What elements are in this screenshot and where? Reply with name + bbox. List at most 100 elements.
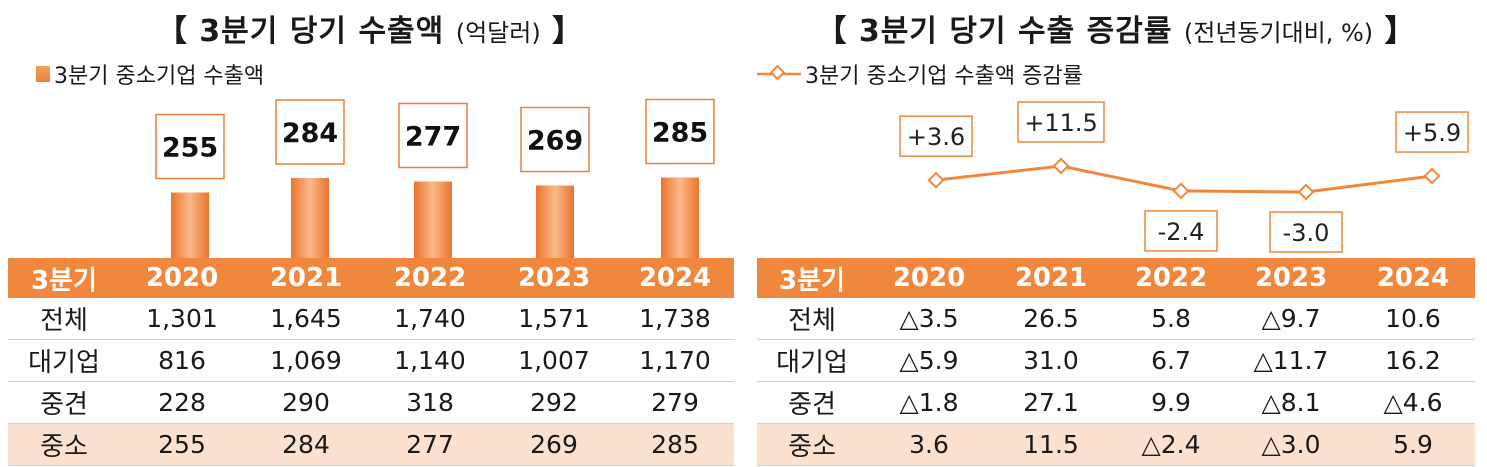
title-bracket-open: 【 xyxy=(156,14,188,49)
data-label: 284 xyxy=(282,118,338,149)
table-cell: 6.7 xyxy=(1111,339,1231,382)
table-cell: 1,645 xyxy=(244,298,368,340)
table-row: 중소 255 284 277 269 285 xyxy=(8,423,734,466)
row-label: 전체 xyxy=(757,298,867,340)
line-legend: 3분기 중소기업 수출액 증감률 xyxy=(757,58,1083,90)
table-row: 중견 △1.8 27.1 9.9 △8.1 △4.6 xyxy=(757,381,1475,424)
table-cell: 318 xyxy=(368,381,492,424)
table-cell: 292 xyxy=(492,381,616,424)
row-label: 중견 xyxy=(8,381,120,424)
data-label-box xyxy=(1017,101,1105,143)
bar-2022 xyxy=(414,181,452,258)
table-cell: 277 xyxy=(368,423,492,466)
table-cell: 816 xyxy=(120,339,244,382)
table-cell: △1.8 xyxy=(867,381,991,424)
table-cell: 1,007 xyxy=(492,339,616,382)
row-label: 중소 xyxy=(8,423,120,466)
table-cell: △5.9 xyxy=(867,339,991,382)
data-label-box xyxy=(899,115,973,157)
header-cell-year: 2020 xyxy=(867,258,991,298)
table-cell: △3.5 xyxy=(867,298,991,340)
header-cell-year: 2022 xyxy=(368,258,492,298)
data-label-box xyxy=(645,98,715,165)
point-2022 xyxy=(1172,182,1190,200)
point-2023 xyxy=(1297,183,1315,201)
legend-line-marker xyxy=(757,65,801,81)
table-cell: △11.7 xyxy=(1231,339,1351,382)
bar-2020 xyxy=(171,192,209,258)
header-cell-year: 2024 xyxy=(616,258,734,298)
bar-chart: 255 284 277 269 285 xyxy=(155,98,715,258)
growth-rate-panel: 【 3분기 당기 수출 증감률 (전년동기대비, %) 】 3분기 중소기업 수… xyxy=(745,0,1487,467)
data-label-box xyxy=(155,113,225,180)
table-row: 대기업 816 1,069 1,140 1,007 1,170 xyxy=(8,339,734,382)
legend-label: 3분기 중소기업 수출액 xyxy=(54,64,265,89)
title-unit: (전년동기대비, %) xyxy=(1183,19,1374,47)
table-cell: 1,571 xyxy=(492,298,616,340)
table-cell: 290 xyxy=(244,381,368,424)
table-cell: △4.6 xyxy=(1351,381,1475,424)
header-cell-label: 3분기 xyxy=(757,258,867,298)
table-cell: 279 xyxy=(616,381,734,424)
bar-legend: 3분기 중소기업 수출액 xyxy=(36,58,264,90)
header-cell-label: 3분기 xyxy=(8,258,120,298)
table-header-row: 3분기 2020 2021 2022 2023 2024 xyxy=(757,258,1475,298)
point-2020 xyxy=(927,171,945,189)
data-label: 269 xyxy=(527,126,583,157)
table-cell: △3.0 xyxy=(1231,423,1351,466)
bar-2023 xyxy=(536,185,574,258)
table-cell: 269 xyxy=(492,423,616,466)
table-row: 중견 228 290 318 292 279 xyxy=(8,381,734,424)
point-2024 xyxy=(1423,167,1441,185)
table-cell: 1,301 xyxy=(120,298,244,340)
table-cell: 26.5 xyxy=(991,298,1111,340)
row-label: 중견 xyxy=(757,381,867,424)
legend-label: 3분기 중소기업 수출액 증감률 xyxy=(805,64,1083,89)
data-label: +11.5 xyxy=(1024,109,1098,137)
bar-2024 xyxy=(661,177,699,258)
table-row: 전체 △3.5 26.5 5.8 △9.7 10.6 xyxy=(757,298,1475,340)
data-label-box xyxy=(1395,111,1469,153)
data-label-box xyxy=(1144,210,1218,252)
export-amount-title: 【 3분기 당기 수출액 (억달러) 】 xyxy=(0,6,740,50)
data-label-box xyxy=(275,99,345,165)
row-label: 전체 xyxy=(8,298,120,340)
table-cell: 228 xyxy=(120,381,244,424)
table-cell: △8.1 xyxy=(1231,381,1351,424)
table-row: 중소 3.6 11.5 △2.4 △3.0 5.9 xyxy=(757,423,1475,466)
row-label: 대기업 xyxy=(8,339,120,382)
data-label: 277 xyxy=(405,122,461,153)
table-cell: 1,740 xyxy=(368,298,492,340)
title-unit: (억달러) xyxy=(455,19,541,47)
header-cell-year: 2023 xyxy=(1231,258,1351,298)
table-header-row: 3분기 2020 2021 2022 2023 2024 xyxy=(8,258,734,298)
table-cell: △9.7 xyxy=(1231,298,1351,340)
row-label: 대기업 xyxy=(757,339,867,382)
export-amount-table: 3분기 2020 2021 2022 2023 2024 전체 1,301 1,645 1,74… xyxy=(8,258,734,466)
header-cell-year: 2021 xyxy=(991,258,1111,298)
export-amount-panel: 【 3분기 당기 수출액 (억달러) 】 3분기 중소기업 수출액 255 284… xyxy=(0,0,740,467)
table-cell: 11.5 xyxy=(991,423,1111,466)
title-bracket-close: 】 xyxy=(552,14,584,49)
table-cell: 9.9 xyxy=(1111,381,1231,424)
table-cell: 10.6 xyxy=(1351,298,1475,340)
data-label: +3.6 xyxy=(907,123,965,151)
data-label-box xyxy=(520,106,590,173)
point-2021 xyxy=(1052,157,1070,175)
title-bracket-open: 【 xyxy=(816,14,848,49)
table-cell: 284 xyxy=(244,423,368,466)
header-cell-year: 2022 xyxy=(1111,258,1231,298)
table-cell: 3.6 xyxy=(867,423,991,466)
table-cell: 285 xyxy=(616,423,734,466)
title-bracket-close: 】 xyxy=(1384,14,1416,49)
table-row: 전체 1,301 1,645 1,740 1,571 1,738 xyxy=(8,298,734,340)
table-row: 대기업 △5.9 31.0 6.7 △11.7 16.2 xyxy=(757,339,1475,382)
table-cell: 5.8 xyxy=(1111,298,1231,340)
header-cell-year: 2021 xyxy=(244,258,368,298)
table-cell: 1,140 xyxy=(368,339,492,382)
bar-2021 xyxy=(291,178,329,258)
table-cell: △2.4 xyxy=(1111,423,1231,466)
data-label-box xyxy=(1269,211,1343,253)
header-cell-year: 2023 xyxy=(492,258,616,298)
table-cell: 1,170 xyxy=(616,339,734,382)
